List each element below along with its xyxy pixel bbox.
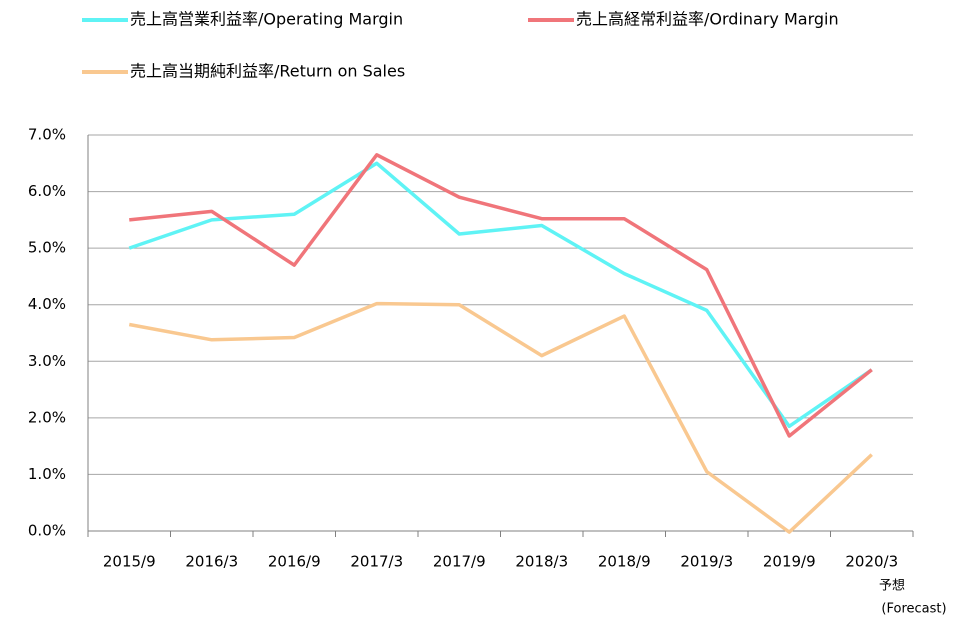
x-tick-label: 2020/3 <box>845 553 898 571</box>
y-tick-label: 7.0% <box>28 126 66 144</box>
annotation: 予想 <box>879 578 905 594</box>
y-tick-label: 5.0% <box>28 239 66 257</box>
x-tick-label: 2017/9 <box>433 553 486 571</box>
y-tick-label: 2.0% <box>28 408 66 426</box>
y-tick-label: 1.0% <box>28 465 66 483</box>
y-tick-label: 3.0% <box>28 352 66 370</box>
y-tick-label: 4.0% <box>28 295 66 313</box>
x-tick-label: 2018/9 <box>598 553 651 571</box>
x-tick-label: 2019/9 <box>763 553 816 571</box>
x-tick-label: 2016/9 <box>268 553 321 571</box>
x-tick-label: 2019/3 <box>680 553 733 571</box>
y-tick-label: 0.0% <box>28 522 66 540</box>
x-tick-label: 2016/3 <box>185 553 238 571</box>
line-series <box>128 161 873 429</box>
y-tick-label: 6.0% <box>28 182 66 200</box>
x-tick-label: 2017/3 <box>350 553 403 571</box>
legend-label: 売上高経常利益率/Ordinary Margin <box>576 10 839 29</box>
line-series <box>128 301 873 534</box>
legend-label: 売上高当期純利益率/Return on Sales <box>130 62 405 81</box>
line-series <box>129 153 873 438</box>
legend-label: 売上高営業利益率/Operating Margin <box>130 10 403 29</box>
x-tick-label: 2018/3 <box>515 553 568 571</box>
x-tick-label: 2015/9 <box>103 553 156 571</box>
annotation: (Forecast) <box>881 602 946 617</box>
